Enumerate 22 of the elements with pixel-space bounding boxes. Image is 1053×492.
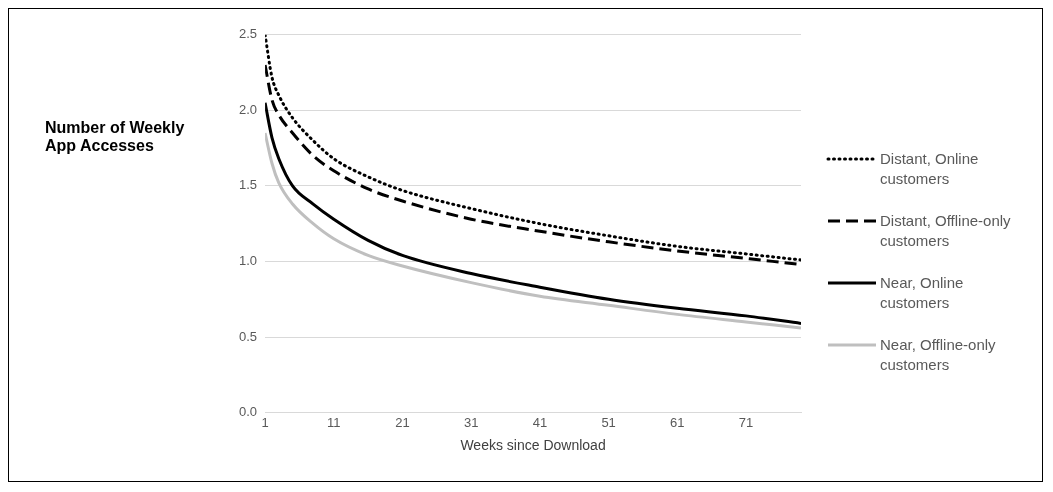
y-tick-label: 1.5 — [238, 177, 258, 193]
line-series — [265, 101, 801, 325]
x-tick-label: 21 — [395, 414, 410, 430]
legend-label: Near, Offline-only customers — [880, 335, 997, 375]
legend-label: Near, Online customers — [880, 273, 965, 313]
x-tick-label: 41 — [532, 414, 548, 430]
line-series — [265, 131, 801, 330]
x-tick-label: 11 — [327, 414, 341, 430]
legend-label: Distant, Online customers — [880, 149, 980, 189]
x-axis-title: Weeks since Download — [460, 437, 606, 454]
legend-label: Distant, Offline-only customers — [880, 211, 1012, 251]
x-tick-label: 61 — [670, 414, 685, 430]
y-tick-label: 2.0 — [238, 101, 258, 117]
x-tick-label: 51 — [601, 414, 616, 430]
x-tick-label: 31 — [463, 414, 479, 430]
x-tick-label: 71 — [738, 414, 754, 430]
y-tick-label: 0.5 — [238, 328, 258, 344]
y-tick-label: 2.5 — [238, 26, 258, 42]
x-tick-label: 1 — [261, 414, 269, 430]
y-tick-label: 0.0 — [238, 404, 258, 420]
y-axis-title: Number of Weekly App Accesses — [45, 119, 186, 155]
y-tick-label: 1.0 — [238, 253, 258, 269]
